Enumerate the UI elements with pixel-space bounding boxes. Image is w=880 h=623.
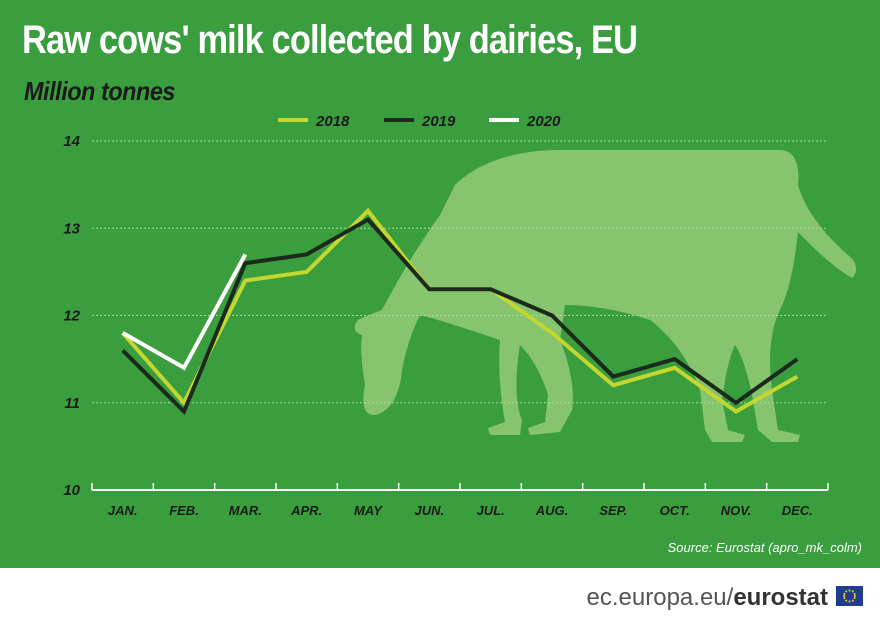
legend-label-2018: 2018 — [315, 113, 350, 130]
footer-site: ec.europa.eu/ — [586, 584, 734, 611]
source-note: Source: Eurostat (apro_mk_colm) — [667, 540, 862, 555]
x-tick-label: JAN. — [108, 503, 138, 518]
x-tick-label: MAY — [354, 503, 383, 518]
chart-title: Raw cows' milk collected by dairies, EU — [22, 18, 638, 62]
legend-label-2020: 2020 — [526, 113, 561, 130]
x-tick-label: SEP. — [599, 503, 627, 518]
footer-bar: ec.europa.eu/eurostat — [0, 568, 880, 623]
x-tick-label: MAR. — [229, 503, 262, 518]
y-tick-label: 11 — [64, 395, 80, 412]
y-tick-label: 14 — [63, 133, 80, 150]
line-chart: 10 11 12 13 14 JAN. FEB. MAR. APR. MAY JUN. JUL. AUG… — [63, 113, 857, 518]
x-tick-label: APR. — [290, 503, 322, 518]
x-tick-label: DEC. — [782, 503, 813, 518]
footer-brand-name: eurostat — [733, 584, 828, 611]
chart-subtitle: Million tonnes — [24, 76, 175, 106]
eu-flag-icon — [836, 586, 863, 606]
y-tick-label: 13 — [63, 220, 80, 237]
y-tick-label: 10 — [63, 482, 80, 499]
footer-brand: ec.europa.eu/eurostat — [587, 584, 828, 612]
series-line-2019 — [121, 216, 799, 416]
x-tick-label: JUN. — [415, 503, 445, 518]
x-tick-label: NOV. — [721, 503, 752, 518]
y-tick-label: 12 — [63, 308, 80, 325]
x-tick-label: JUL. — [477, 503, 505, 518]
x-tick-label: AUG. — [535, 503, 569, 518]
series-line-2020 — [121, 253, 248, 371]
x-tick-label: OCT. — [660, 503, 690, 518]
x-tick-label: FEB. — [169, 503, 199, 518]
legend-label-2019: 2019 — [421, 113, 456, 130]
cow-icon — [354, 150, 857, 442]
